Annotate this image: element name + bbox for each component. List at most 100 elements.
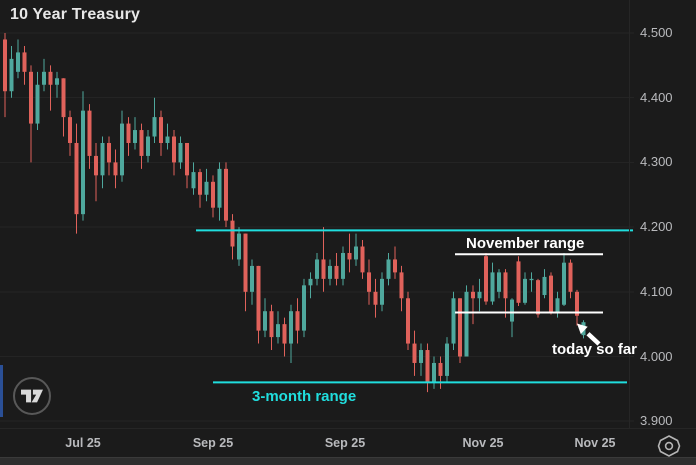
candle-body [490,272,495,302]
candle-body [542,276,547,296]
candle-body [315,259,319,279]
candle-body [152,117,157,137]
bottom-border-strip [0,457,696,465]
candle-body [198,172,202,195]
arrow-shaft [586,332,601,346]
candle-body [562,262,566,305]
candle-body [529,278,534,281]
candle-body [406,298,410,344]
x-axis-tick-label: Jul 25 [65,436,101,450]
y-axis-tick-label: 4.400 [640,89,673,105]
settings-icon[interactable] [656,433,682,459]
candle-body [516,261,521,303]
x-axis-tick-label: Sep 25 [192,436,234,450]
candle-body [22,52,27,72]
candle-body [185,142,189,176]
candle-body [55,78,59,85]
candle-body [432,362,436,383]
candle-body [282,324,287,344]
today-so-far-label: today so far [552,341,638,358]
candle-body [367,272,371,292]
november-range-label: November range [466,235,585,252]
candle-body [113,162,118,176]
candle-body [386,259,391,279]
candle-body [29,71,33,124]
tradingview-logo[interactable] [13,377,51,415]
candle-body [263,311,267,331]
y-axis-tick-label: 4.100 [640,283,673,299]
y-axis-tick-label: 4.500 [640,25,673,40]
candle-body [81,110,85,215]
candle-body [523,278,527,303]
arrow-head [577,323,588,335]
candle-body [172,136,176,163]
left-edge-toolbar-sliver [0,365,3,417]
candle-body [341,252,345,279]
candle-body [3,39,7,92]
candle-body [133,130,137,143]
candle-body [536,280,540,315]
y-axis-tick-label: 3.900 [640,413,673,429]
candle-body [100,142,105,176]
candle-body [68,117,72,143]
candle-body [61,78,66,118]
candle-body [74,142,79,215]
tradingview-logo-glyph [21,389,43,403]
candle-body [87,110,92,156]
candle-body [217,168,222,208]
candle-body [139,130,144,156]
candle-body [204,181,209,195]
candle-body [48,71,53,85]
candle-body [328,265,332,279]
candle-body [503,272,508,299]
candle-body [224,168,228,221]
candle-body [360,246,365,273]
candle-body [393,259,397,273]
candle-body [146,136,150,156]
candle-body [120,123,124,176]
page-title: 10 Year Treasury [10,6,141,23]
candle-body [42,71,46,85]
settings-hexagon-glyph [657,435,681,457]
candle-body [477,291,482,299]
candle-body [321,259,326,279]
candle-body [269,311,274,338]
x-axis-tick-label: Nov 25 [574,436,616,450]
candle-body [464,291,469,357]
y-axis-tick-label: 4.300 [640,154,673,170]
candle-body [445,343,449,376]
candle-body [399,272,404,299]
time-axis-divider [0,428,696,429]
candle-body [419,350,423,363]
three-month-range-label: 3-month range [252,388,357,405]
candle-body [107,142,111,163]
candle-body [471,291,475,299]
candle-body [165,136,170,143]
candle-body [438,362,443,376]
candle-body [347,252,352,260]
candle-body [16,52,20,72]
candle-body [302,285,306,331]
candle-body [230,220,235,247]
candle-body [354,246,358,260]
y-axis-tick-label: 4.000 [640,348,673,364]
candle-body [575,291,579,316]
candle-body [484,256,488,302]
candle-body [308,278,313,286]
candle-body [94,155,98,176]
y-axis-tick-label: 4.200 [640,219,673,235]
candle-body [178,142,183,163]
candle-body [497,272,501,292]
candle-body [510,299,514,322]
candle-body [458,298,462,357]
candle-body [289,311,293,344]
candle-body [159,117,163,143]
candle-body [256,265,261,331]
candle-body [295,311,300,331]
candle-body [373,291,378,305]
candle-body [250,265,254,292]
x-axis-tick-label: Sep 25 [324,436,366,450]
candle-body [555,298,560,313]
candle-body [276,324,280,338]
